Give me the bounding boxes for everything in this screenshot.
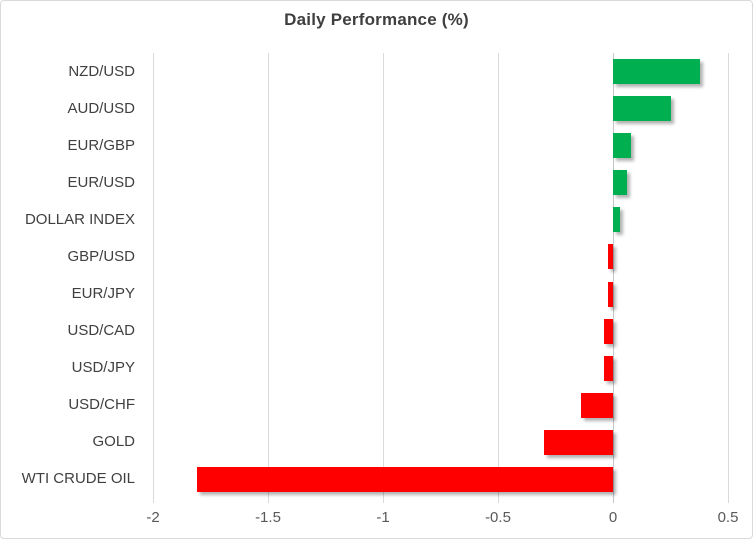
x-gridline bbox=[153, 53, 154, 503]
x-gridline bbox=[383, 53, 384, 503]
negative-bar bbox=[604, 319, 613, 344]
negative-bar bbox=[604, 356, 613, 381]
category-label: USD/JPY bbox=[71, 359, 135, 376]
negative-bar bbox=[608, 244, 613, 269]
negative-bar bbox=[608, 282, 613, 307]
x-tick-label: 0 bbox=[608, 509, 618, 526]
negative-bar bbox=[197, 467, 613, 492]
positive-bar bbox=[613, 170, 627, 195]
zero-axis-line bbox=[613, 53, 614, 503]
chart-title: Daily Performance (%) bbox=[284, 10, 469, 29]
category-label: USD/CAD bbox=[67, 322, 135, 339]
x-tick-label: -1.5 bbox=[255, 509, 281, 526]
positive-bar bbox=[613, 133, 631, 158]
x-tick-label: -1 bbox=[376, 509, 390, 526]
x-gridline bbox=[728, 53, 729, 503]
category-label: NZD/USD bbox=[68, 63, 135, 80]
category-label: GOLD bbox=[92, 433, 135, 450]
category-label: USD/CHF bbox=[68, 396, 135, 413]
positive-bar bbox=[613, 207, 620, 232]
x-tick-label: -2 bbox=[146, 509, 160, 526]
x-gridline bbox=[498, 53, 499, 503]
category-label: WTI CRUDE OIL bbox=[21, 470, 135, 487]
x-gridline bbox=[268, 53, 269, 503]
category-label: EUR/GBP bbox=[67, 137, 135, 154]
positive-bar bbox=[613, 96, 671, 121]
negative-bar bbox=[544, 430, 613, 455]
category-label: DOLLAR INDEX bbox=[24, 211, 135, 228]
category-label: EUR/JPY bbox=[71, 285, 135, 302]
x-tick-label: -0.5 bbox=[485, 509, 511, 526]
x-tick-label: 0.5 bbox=[717, 509, 739, 526]
category-label: EUR/USD bbox=[67, 174, 135, 191]
negative-bar bbox=[581, 393, 613, 418]
category-label: AUD/USD bbox=[67, 100, 135, 117]
category-label: GBP/USD bbox=[67, 248, 135, 265]
positive-bar bbox=[613, 59, 700, 84]
